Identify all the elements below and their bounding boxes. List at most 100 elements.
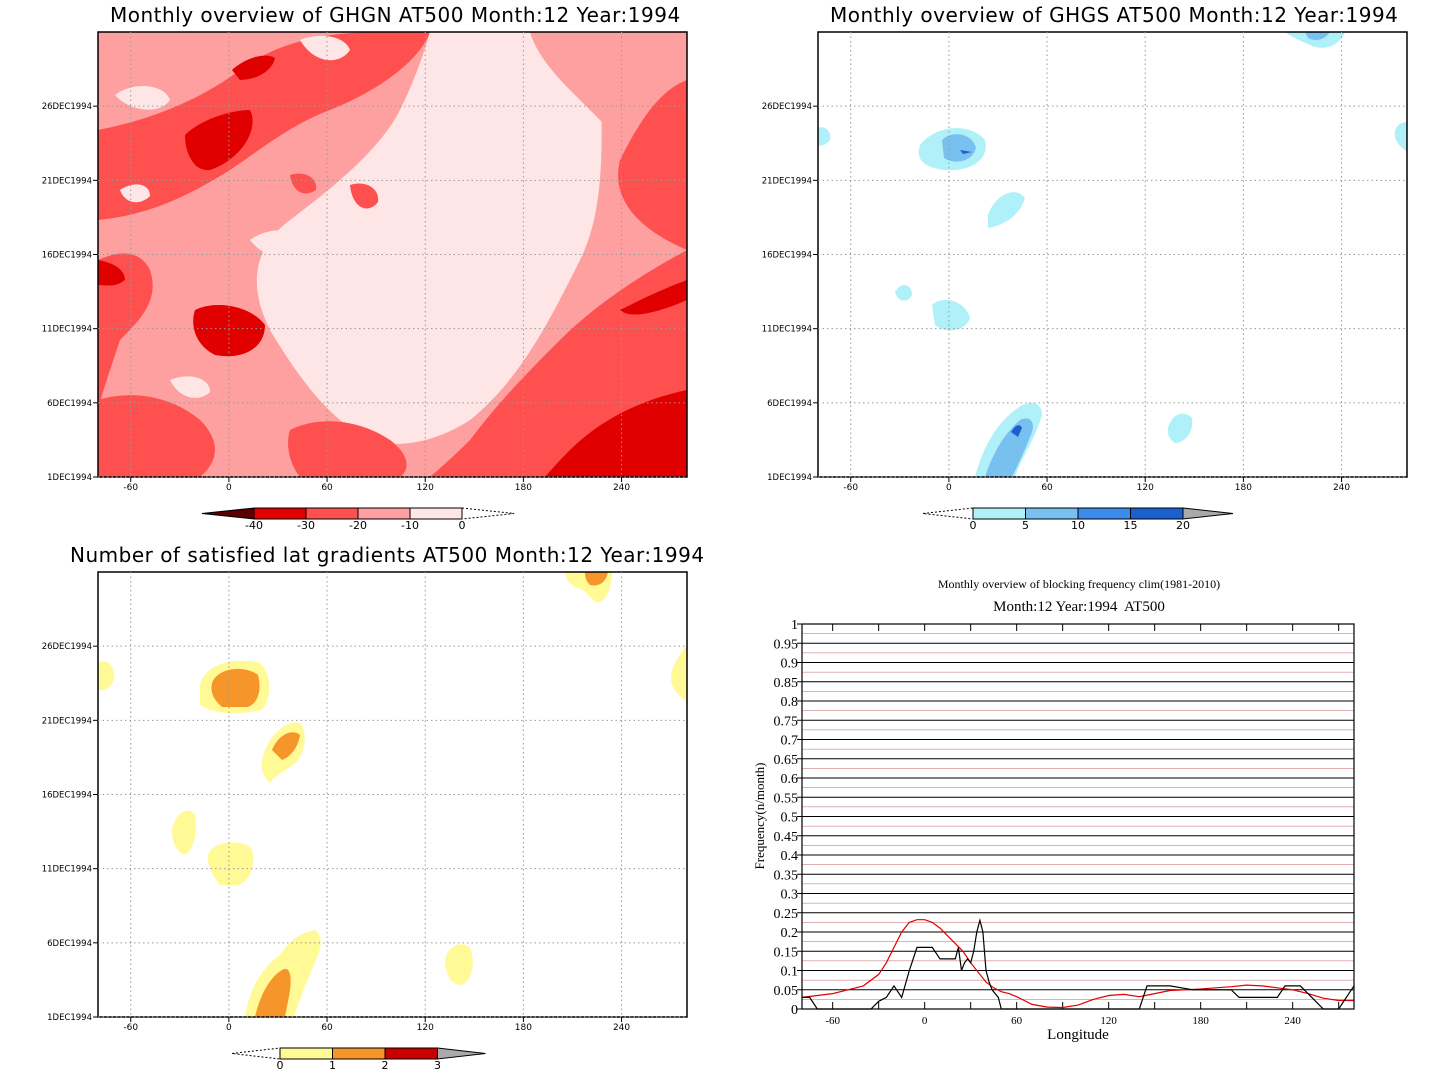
y-tick-label: 21DEC1994 <box>762 176 812 186</box>
colorbar-swatch <box>305 507 359 520</box>
ghgs-panel: Monthly overview of GHGS AT500 Month:12 … <box>720 0 1440 545</box>
y-tick-label: 0.85 <box>774 676 799 691</box>
ghgn-contour-map: -60 0 60 120 180 240 1DEC1994 6DEC1994 11DEC1994… <box>42 31 688 532</box>
lat-contour-map: -60 0 60 120 180 2401DEC19946DEC199411DEC1994… <box>42 571 688 1072</box>
colorbar-right-arrow <box>1182 507 1234 520</box>
y-tick-label: 0.45 <box>774 830 799 845</box>
x-tick-label: 60 <box>1041 483 1053 493</box>
colorbar-label: 5 <box>1022 519 1029 532</box>
y-tick-label: 0.95 <box>774 637 799 652</box>
x-tick-label: 0 <box>226 1023 232 1033</box>
y-tick-label: 0.35 <box>774 868 799 883</box>
x-tick-label: 120 <box>1137 483 1154 493</box>
ghgn-title: Monthly overview of GHGN AT500 Month:12 … <box>110 3 681 27</box>
y-tick-label: 0.25 <box>774 907 799 922</box>
colorbar-right-arrow <box>437 1047 486 1060</box>
y-tick-label: 11DEC1994 <box>762 325 812 335</box>
y-tick-label: 0.2 <box>781 926 799 941</box>
y-tick-label: 16DEC1994 <box>762 251 812 261</box>
y-tick-label: 0.4 <box>781 849 799 864</box>
y-tick-label: 0.5 <box>781 811 799 826</box>
x-tick-label: 240 <box>1284 1015 1301 1027</box>
x-tick-label: 0 <box>946 483 952 493</box>
y-tick-label: 0.15 <box>774 945 799 960</box>
y-tick-label: 16DEC1994 <box>42 791 92 801</box>
y-tick-label: 26DEC1994 <box>42 102 92 112</box>
blocking-frequency-panel: Monthly overview of blocking frequency c… <box>720 545 1440 1091</box>
x-tick-label: 120 <box>417 483 434 493</box>
colorbar-left-arrow <box>922 507 974 520</box>
colorbar-swatch <box>279 1047 333 1060</box>
y-tick-label: 0.7 <box>781 734 799 749</box>
colorbar-swatch <box>409 507 463 520</box>
y-tick-label: 0.6 <box>781 772 799 787</box>
y-tick-label: 0.3 <box>781 888 799 903</box>
y-tick-label: 16DEC1994 <box>42 251 92 261</box>
colorbar-swatch <box>332 1047 386 1060</box>
y-tick-label: 6DEC1994 <box>767 399 812 409</box>
y-tick-label: 0.9 <box>781 657 799 672</box>
colorbar-swatch <box>357 507 411 520</box>
ghgs-title: Monthly overview of GHGS AT500 Month:12 … <box>830 3 1399 27</box>
x-tick-label: -60 <box>843 483 858 493</box>
colorbar-label: -10 <box>401 519 419 532</box>
y-tick-label: 1DEC1994 <box>767 473 812 483</box>
lat-panel: Number of satisfied lat gradients AT500 … <box>0 543 720 1091</box>
colorbar-swatch <box>1025 507 1079 520</box>
y-tick-label: 6DEC1994 <box>47 939 92 949</box>
colorbar-swatch <box>253 507 307 520</box>
y-tick-label: 0 <box>791 1003 798 1018</box>
colorbar-label: 3 <box>434 1059 441 1072</box>
x-tick-label: 60 <box>1011 1015 1023 1027</box>
x-tick-label: 240 <box>613 483 630 493</box>
x-tick-label: 180 <box>515 1023 532 1033</box>
colorbar-left-arrow <box>201 507 255 520</box>
y-tick-label: 1DEC1994 <box>47 473 92 483</box>
colorbar-label: 0 <box>970 519 977 532</box>
x-tick-label: 0 <box>922 1015 928 1027</box>
x-tick-label: -60 <box>825 1015 840 1027</box>
series-line-0 <box>801 919 1354 1009</box>
y-tick-label: 0.65 <box>774 753 799 768</box>
x-tick-label: 180 <box>1192 1015 1209 1027</box>
colorbar-label: 20 <box>1176 519 1190 532</box>
blocking-frequency-line-chart: Monthly overview of blocking frequency c… <box>752 577 1355 1043</box>
series-line-1 <box>802 918 1355 1010</box>
y-tick-label: 21DEC1994 <box>42 176 92 186</box>
colorbar-label: 2 <box>382 1059 389 1072</box>
colorbar-label: -30 <box>297 519 315 532</box>
x-tick-label: -60 <box>123 1023 138 1033</box>
colorbar-label: 10 <box>1071 519 1085 532</box>
y-tick-label: 1DEC1994 <box>47 1013 92 1023</box>
lat-title: Number of satisfied lat gradients AT500 … <box>70 543 705 567</box>
x-tick-label: 60 <box>321 1023 333 1033</box>
x-tick-label: 240 <box>613 1023 630 1033</box>
y-tick-label: 0.75 <box>774 714 799 729</box>
colorbar-label: 15 <box>1124 519 1138 532</box>
line-chart-subtitle: Month:12 Year:1994 AT500 <box>993 599 1165 615</box>
y-tick-label: 1 <box>791 618 798 633</box>
y-tick-label: 11DEC1994 <box>42 325 92 335</box>
colorbar-swatch <box>972 507 1026 520</box>
y-tick-label: 0.1 <box>781 965 799 980</box>
ghgn-panel: Monthly overview of GHGN AT500 Month:12 … <box>0 0 720 545</box>
y-tick-label: 21DEC1994 <box>42 716 92 726</box>
ghgs-contour-map: -60 0 60 120 180 240 1DEC1994 6DEC1994 11DEC1994… <box>762 31 1408 532</box>
x-tick-label: 120 <box>1100 1015 1117 1027</box>
colorbar-label: 1 <box>329 1059 336 1072</box>
colorbar-swatch <box>1130 507 1184 520</box>
y-tick-label: 0.05 <box>774 984 799 999</box>
x-tick-label: 180 <box>515 483 532 493</box>
colorbar-label: 0 <box>459 519 466 532</box>
colorbar-swatch <box>384 1047 438 1060</box>
colorbar-right-arrow <box>461 507 515 520</box>
colorbar-swatch <box>1077 507 1131 520</box>
colorbar-label: -40 <box>245 519 263 532</box>
x-tick-label: -60 <box>123 483 138 493</box>
x-tick-label: 180 <box>1235 483 1252 493</box>
colorbar-label: 0 <box>277 1059 284 1072</box>
y-tick-label: 6DEC1994 <box>47 399 92 409</box>
x-tick-label: 0 <box>226 483 232 493</box>
x-tick-label: 60 <box>321 483 333 493</box>
line-chart-ylabel: Frequency(n/month) <box>752 763 767 870</box>
